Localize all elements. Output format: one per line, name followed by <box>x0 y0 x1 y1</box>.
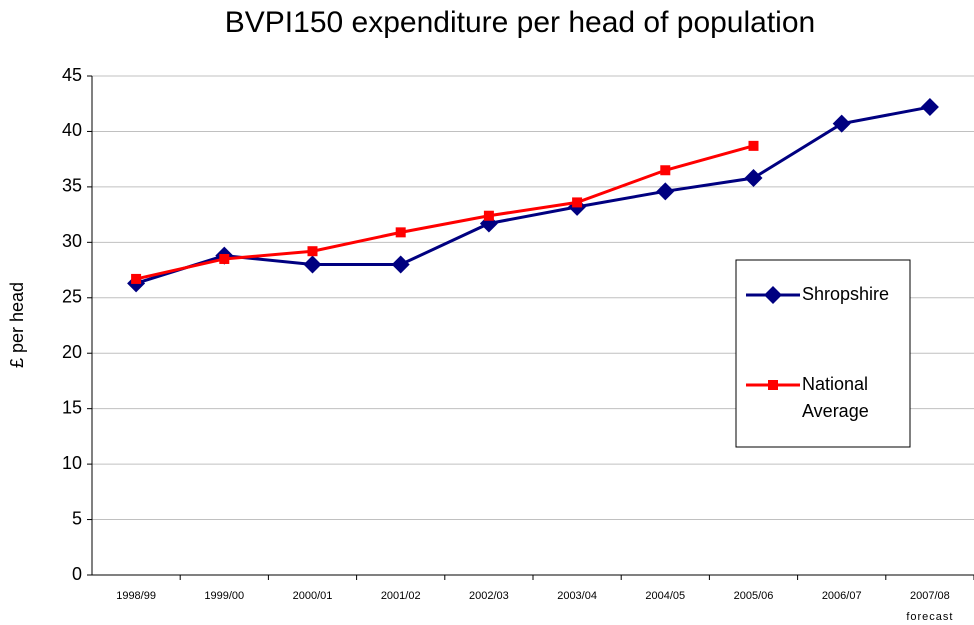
marker <box>832 114 851 133</box>
x-tick-label: 1998/99 <box>116 590 156 602</box>
marker <box>483 210 494 221</box>
y-axis-label: £ per head <box>7 282 27 368</box>
marker <box>744 169 763 188</box>
legend-label: National Average <box>802 374 869 421</box>
x-tick-label: 1999/00 <box>204 590 244 602</box>
y-tick-label: 45 <box>62 65 82 85</box>
marker <box>656 182 675 201</box>
legend-label: Shropshire <box>802 284 890 304</box>
y-tick-label: 35 <box>62 176 82 196</box>
chart-title: BVPI150 expenditure per head of populati… <box>225 6 815 39</box>
y-tick-label: 30 <box>62 231 82 251</box>
marker <box>391 255 410 274</box>
marker <box>307 246 318 257</box>
legend-label-wrap: Shropshire <box>802 284 890 304</box>
y-tick-label: 10 <box>62 453 82 473</box>
y-tick-label: 5 <box>72 508 82 528</box>
marker <box>131 273 142 284</box>
x-tick-label: 2007/08 <box>910 590 950 602</box>
legend: Shropshire National Average <box>735 259 911 448</box>
marker <box>660 165 671 176</box>
y-tick-label: 25 <box>62 287 82 307</box>
legend-marker <box>768 380 778 390</box>
y-tick-label: 15 <box>62 397 82 417</box>
y-tick-label: 20 <box>62 342 82 362</box>
marker <box>303 255 322 274</box>
series-line <box>135 144 754 281</box>
marker <box>572 197 583 208</box>
series-line <box>135 105 931 285</box>
marker <box>748 140 759 151</box>
x-tick-label: 2006/07 <box>822 590 862 602</box>
x-tick-label: 2000/01 <box>293 590 333 602</box>
marker <box>395 227 406 238</box>
x-tick-label: 2004/05 <box>645 590 685 602</box>
marker <box>219 253 230 264</box>
y-tick-label: 0 <box>72 564 82 584</box>
legend-box <box>735 259 911 448</box>
marker <box>920 98 939 117</box>
y-tick-label: 40 <box>62 120 82 140</box>
x-tick-label: 2005/06 <box>734 590 774 602</box>
legend-marker <box>764 286 782 304</box>
legend-label-wrap: National Average <box>802 374 869 421</box>
x-tick-label: 2003/04 <box>557 590 597 602</box>
annotation: forecast <box>906 611 953 623</box>
x-tick-label: 2001/02 <box>381 590 421 602</box>
x-tick-label: 2002/03 <box>469 590 509 602</box>
